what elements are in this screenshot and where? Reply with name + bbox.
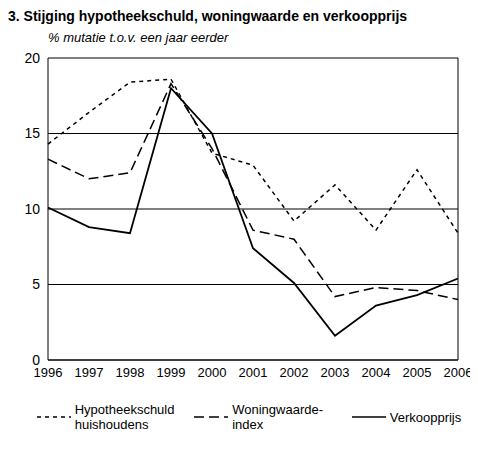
svg-text:15: 15 [24,125,40,141]
svg-text:10: 10 [24,201,40,217]
html-text:Woningwaarde-index: Woningwaarde-index [232,402,323,432]
svg-text:1997: 1997 [75,365,104,380]
svg-text:2006: 2006 [444,365,470,380]
svg-text:2005: 2005 [403,365,432,380]
html-text:3. Stijging hypotheekschuld, w: 3. Stijging hypotheekschuld, woningwaard… [8,8,408,24]
html-text:Verkoopprijs: Verkoopprijs [389,409,462,425]
svg-text:2003: 2003 [321,365,350,380]
svg-text:2000: 2000 [198,365,227,380]
svg-text:1996: 1996 [33,365,63,381]
svg-text:2004: 2004 [362,365,391,380]
html-text:Hypotheekschuld huishoudens: Hypotheekschuld huishoudens [74,402,175,432]
html-text:% mutatie t.o.v. een jaar eerd: % mutatie t.o.v. een jaar eerder [48,30,229,45]
svg-text:1998: 1998 [116,365,145,380]
svg-text:2001: 2001 [239,365,268,380]
svg-text:20: 20 [24,50,40,66]
svg-text:0: 0 [32,352,40,368]
svg-text:1999: 1999 [157,365,186,380]
svg-text:2002: 2002 [280,365,309,380]
svg-text:5: 5 [32,276,40,292]
